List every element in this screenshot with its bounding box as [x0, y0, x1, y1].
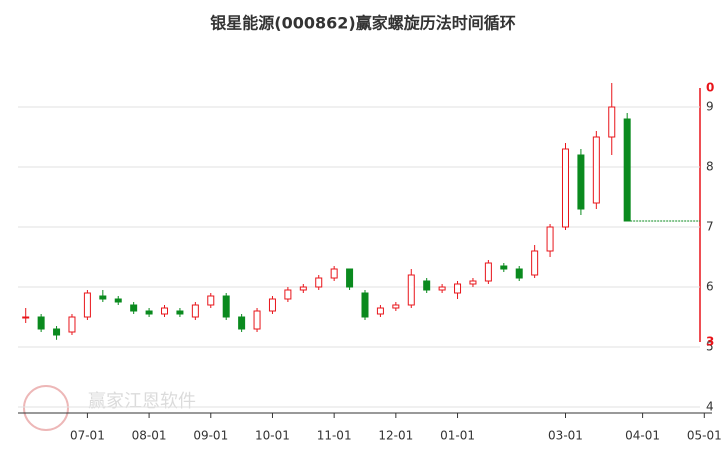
candle-body: [299, 286, 307, 291]
x-tick-label: 12-01: [378, 429, 413, 443]
candle-body: [37, 316, 45, 330]
candle-body: [22, 316, 30, 319]
x-tick-label: 11-01: [317, 429, 352, 443]
x-tick-label: 03-01: [548, 429, 583, 443]
candle-body: [407, 274, 415, 306]
watermark-logo: [23, 385, 69, 431]
candle-body: [253, 310, 261, 330]
x-tick-label: 07-01: [70, 429, 105, 443]
candle-body: [68, 316, 76, 333]
candle-body: [392, 304, 400, 309]
candle-body: [284, 289, 292, 300]
candle-body: [531, 250, 539, 276]
chart-title: 银星能源(000862)赢家螺旋历法时间循环: [210, 14, 515, 33]
candle-body: [130, 304, 138, 312]
x-tick-label: 04-01: [625, 429, 660, 443]
candle-body: [484, 262, 492, 282]
watermark: 赢家江恩软件: [23, 385, 196, 431]
candle-body: [454, 283, 462, 294]
candle-body: [361, 292, 369, 318]
candle-body: [222, 295, 230, 318]
candle-body: [376, 307, 384, 315]
candle-body: [438, 286, 446, 291]
candle-body: [515, 268, 523, 279]
candle-body: [561, 148, 569, 228]
candle-body: [268, 298, 276, 312]
candle-body: [577, 154, 585, 210]
candle-body: [83, 292, 91, 318]
candle-body: [623, 118, 631, 222]
y-tick-label: 8: [706, 160, 714, 174]
candle-body: [546, 226, 554, 252]
x-tick-label: 05-01: [687, 429, 722, 443]
candle-body: [608, 106, 616, 138]
candle-body: [346, 268, 354, 288]
candle-body: [207, 295, 215, 306]
candle-body: [592, 136, 600, 204]
candle-body: [99, 295, 107, 300]
y-tick-label: 9: [706, 100, 714, 114]
x-tick-label: 10-01: [255, 429, 290, 443]
cycle-label: 0: [706, 81, 714, 95]
candle-body: [176, 310, 184, 315]
candle-body: [423, 280, 431, 291]
candle-body: [238, 316, 246, 330]
candle-body: [53, 328, 61, 336]
y-tick-label: 4: [706, 400, 714, 414]
candle-body: [191, 304, 199, 318]
cycle-label: 3: [706, 335, 714, 349]
candle-body: [114, 298, 122, 303]
y-tick-label: 5: [706, 340, 714, 354]
candle-body: [500, 265, 508, 270]
watermark-text: 赢家江恩软件: [88, 390, 196, 412]
x-tick-label: 09-01: [193, 429, 228, 443]
candle-body: [330, 268, 338, 279]
x-tick-label: 08-01: [132, 429, 167, 443]
y-tick-label: 7: [706, 220, 714, 234]
candle-body: [469, 280, 477, 285]
x-tick-label: 01-01: [440, 429, 475, 443]
y-tick-label: 6: [706, 280, 714, 294]
candle-body: [145, 310, 153, 315]
candle-body: [161, 307, 169, 315]
candle-body: [315, 277, 323, 288]
